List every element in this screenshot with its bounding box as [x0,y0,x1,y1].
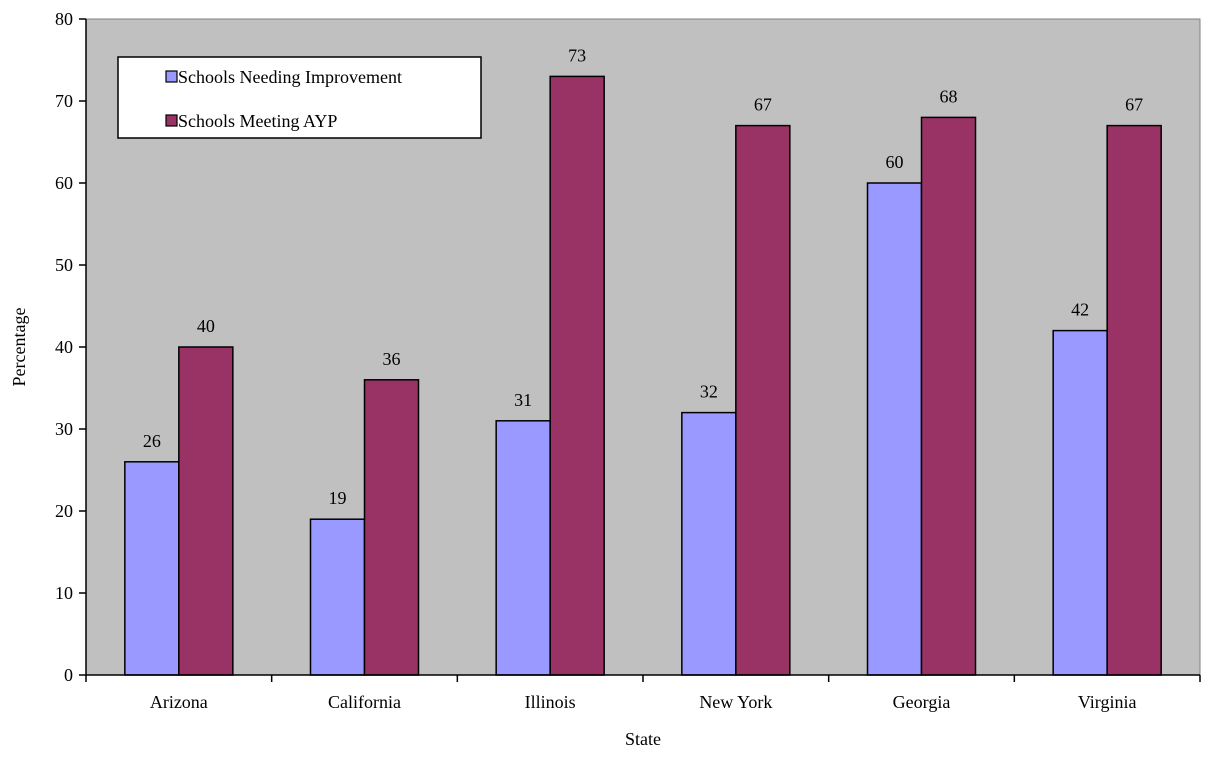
x-tick-label: New York [699,692,772,712]
data-label: 40 [197,316,215,336]
bar-meeting-ayp-california [363,379,420,676]
data-label: 26 [143,431,161,451]
data-label: 31 [514,390,532,410]
bar-needing-improvement-georgia [866,182,923,676]
x-tick-label: Virginia [1078,692,1137,712]
data-label: 60 [886,152,904,172]
data-label: 36 [383,349,401,369]
y-tick-label: 20 [55,501,73,521]
bar-meeting-ayp-virginia [1106,124,1162,676]
bar-meeting-ayp-arizona [178,346,234,676]
bar-needing-improvement-california [309,518,366,676]
x-tick-label: Illinois [525,692,576,712]
bar-needing-improvement-virginia [1052,329,1108,676]
x-axis: Arizona California Illinois New York Georgia… [85,674,1201,712]
y-tick-label: 80 [55,9,73,29]
data-label: 19 [329,488,347,508]
x-tick-label: California [328,692,401,712]
data-label: 68 [940,86,958,106]
y-tick-label: 40 [55,337,73,357]
data-label: 42 [1071,300,1089,320]
data-labels-group: 26 40 19 36 31 73 32 67 60 68 42 67 [143,45,1143,508]
x-axis-title: State [625,729,661,749]
data-label: 67 [1125,95,1143,115]
legend-swatch [165,70,178,83]
y-axis-title: Percentage [9,308,29,387]
y-tick-label: 10 [55,583,73,603]
bar-needing-improvement-new-york [681,411,737,676]
y-tick-label: 50 [55,255,73,275]
bar-needing-improvement-arizona [124,461,180,676]
y-tick-label: 0 [64,665,73,685]
bar-meeting-ayp-new-york [735,124,791,676]
x-tick-label: Arizona [150,692,208,712]
y-tick-label: 70 [55,91,73,111]
y-tick-label: 60 [55,173,73,193]
bar-meeting-ayp-illinois [549,75,605,676]
data-label: 67 [754,95,772,115]
legend: Schools Needing Improvement Schools Meeti… [117,56,482,139]
bar-needing-improvement-illinois [495,420,551,676]
y-axis: 0 10 20 30 40 50 60 70 80 [55,9,87,685]
bars-group [124,75,1162,676]
legend-label: Schools Needing Improvement [178,67,402,87]
legend-box [117,56,482,139]
bar-meeting-ayp-georgia [920,116,977,676]
x-tick-label: Georgia [893,692,951,712]
data-label: 73 [568,45,586,65]
y-tick-label: 30 [55,419,73,439]
legend-label: Schools Meeting AYP [178,111,337,131]
legend-swatch [165,114,178,127]
data-label: 32 [700,382,718,402]
